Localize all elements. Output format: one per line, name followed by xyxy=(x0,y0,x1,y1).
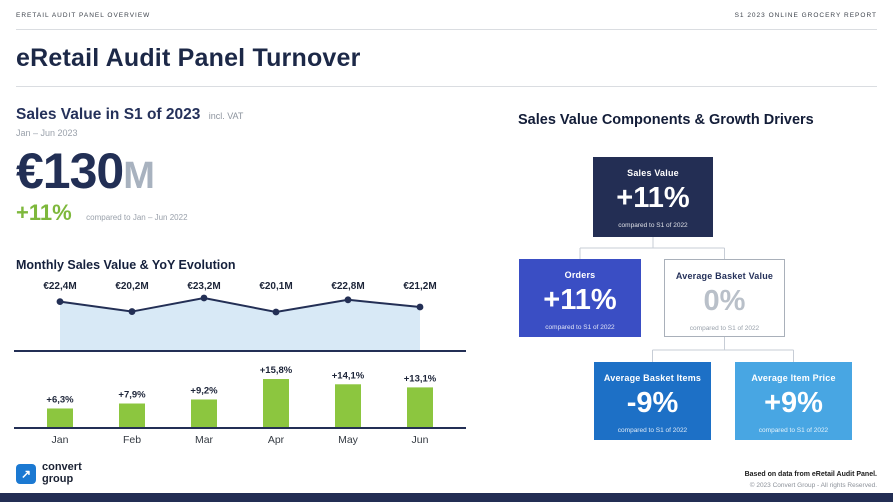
yoy-bar xyxy=(47,408,73,428)
convert-group-logo-text: convert group xyxy=(42,461,82,485)
yoy-bar xyxy=(407,387,433,428)
kpi-period: Jan – Jun 2023 xyxy=(16,128,78,138)
node-caption: compared to S1 of 2022 xyxy=(617,427,688,435)
growth-drivers-tree: Sales Value +11% compared to S1 of 2022 … xyxy=(517,145,887,450)
line-point-label: €23,2M xyxy=(187,281,220,292)
yoy-bar-label: +15,8% xyxy=(260,365,293,376)
yoy-bar-label: +13,1% xyxy=(404,373,437,384)
kpi-vat-note: incl. VAT xyxy=(208,111,244,121)
node-caption: compared to S1 of 2022 xyxy=(618,222,688,230)
kpi-growth-value: +11% xyxy=(16,200,72,225)
node-sales-value: Sales Value +11% compared to S1 of 2022 xyxy=(593,157,713,237)
kpi-value-main: €130 xyxy=(16,143,124,199)
yoy-bar xyxy=(191,399,217,428)
yoy-bar xyxy=(119,403,145,428)
kpi-value-unit: M xyxy=(123,155,155,197)
node-label: Average Item Price xyxy=(751,373,836,383)
line-point xyxy=(200,294,208,302)
month-label: Jan xyxy=(52,434,69,446)
node-value: 0% xyxy=(703,285,746,318)
line-point xyxy=(56,298,64,306)
node-value: -9% xyxy=(626,387,679,420)
sales-value-kpi: Sales Value in S1 of 2023 incl. VAT Jan … xyxy=(16,106,486,226)
chart-title: Monthly Sales Value & YoY Evolution xyxy=(16,258,236,272)
line-point xyxy=(128,308,136,315)
kpi-value: €130M xyxy=(16,146,486,196)
month-label: May xyxy=(338,434,359,446)
yoy-bar xyxy=(335,384,361,428)
node-caption: compared to S1 of 2022 xyxy=(689,325,760,333)
line-area-fill xyxy=(60,298,420,351)
node-average-basket-value: Average Basket Value 0% compared to S1 o… xyxy=(664,259,785,337)
top-meta-bar: ERETAIL AUDIT PANEL OVERVIEW S1 2023 ONL… xyxy=(16,12,877,30)
line-point-label: €20,1M xyxy=(259,281,292,292)
footnote-source: Based on data from eRetail Audit Panel. xyxy=(744,471,877,478)
kpi-growth-caption: compared to Jan – Jun 2022 xyxy=(86,213,188,222)
node-value: +11% xyxy=(543,284,617,317)
convert-group-logo: ↗ convert group xyxy=(16,461,82,485)
header-right-label: S1 2023 ONLINE GROCERY REPORT xyxy=(734,12,877,19)
month-label: Apr xyxy=(268,434,285,446)
kpi-heading: Sales Value in S1 of 2023 incl. VAT xyxy=(16,106,486,124)
yoy-bar-label: +14,1% xyxy=(332,370,365,381)
month-label: Feb xyxy=(123,434,141,446)
node-label: Sales Value xyxy=(627,168,679,178)
node-average-basket-items: Average Basket Items -9% compared to S1 … xyxy=(594,362,711,440)
node-value: +11% xyxy=(616,182,690,215)
yoy-bar-label: +7,9% xyxy=(118,390,146,401)
logo-line1: convert xyxy=(42,461,82,473)
node-label: Average Basket Items xyxy=(603,373,702,383)
line-point-label: €22,8M xyxy=(331,281,364,292)
node-average-item-price: Average Item Price +9% compared to S1 of… xyxy=(735,362,852,440)
node-label: Average Basket Value xyxy=(675,271,774,281)
line-point xyxy=(416,303,424,311)
kpi-growth: +11% compared to Jan – Jun 2022 xyxy=(16,200,486,226)
line-point xyxy=(344,296,352,304)
line-point-label: €20,2M xyxy=(115,281,148,292)
page-title: eRetail Audit Panel Turnover xyxy=(16,44,361,72)
node-caption: compared to S1 of 2022 xyxy=(758,427,829,435)
node-orders: Orders +11% compared to S1 of 2022 xyxy=(519,259,641,337)
tree-connector-lines xyxy=(579,237,794,362)
yoy-bar-label: +6,3% xyxy=(46,394,74,405)
logo-line2: group xyxy=(42,472,74,485)
monthly-sales-combo-chart: €22,4M +6,3% Jan €20,2M +7,9% Feb €23,2M +9,2% M… xyxy=(14,281,466,446)
yoy-bar-label: +9,2% xyxy=(190,385,218,396)
header-left-label: ERETAIL AUDIT PANEL OVERVIEW xyxy=(16,12,151,19)
node-caption: compared to S1 of 2022 xyxy=(545,324,615,332)
sales-value-line xyxy=(59,296,421,314)
month-label: Jun xyxy=(412,434,429,446)
line-point-label: €21,2M xyxy=(403,281,436,292)
kpi-heading-text: Sales Value in S1 of 2023 xyxy=(16,106,201,123)
line-point-label: €22,4M xyxy=(43,281,76,292)
node-value: +9% xyxy=(764,387,823,420)
footer-accent-bar xyxy=(0,493,893,502)
yoy-bar xyxy=(263,379,289,428)
month-label: Mar xyxy=(195,434,214,446)
convert-group-logo-icon: ↗ xyxy=(16,463,36,484)
footnote-copyright: © 2023 Convert Group - All rights Reserv… xyxy=(749,481,877,489)
drivers-heading: Sales Value Components & Growth Drivers xyxy=(518,112,814,128)
source-footnote: Based on data from eRetail Audit Panel. … xyxy=(745,470,877,490)
title-divider xyxy=(16,86,877,87)
node-label: Orders xyxy=(564,270,596,280)
line-point xyxy=(272,308,280,316)
